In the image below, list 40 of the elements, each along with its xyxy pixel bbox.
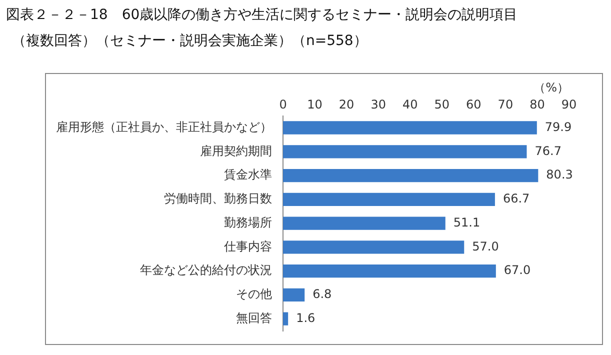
bar [283, 168, 538, 182]
x-tick-label: 80 [530, 98, 545, 112]
y-tick-label: 勤務場所 [224, 215, 272, 230]
y-tick-label: 年金など公的給付の状況 [140, 263, 272, 278]
bar [283, 192, 495, 206]
y-tick-label: 労働時間、勤務日数 [164, 192, 272, 206]
data-label: 66.7 [502, 192, 530, 206]
x-tick-label: 20 [338, 98, 354, 112]
chart-title: 図表２－２－18 60歳以降の働き方や生活に関するセミナー・説明会の説明項目 [6, 6, 518, 24]
bar [283, 145, 527, 158]
data-label: 76.7 [534, 144, 562, 158]
bar [283, 288, 305, 302]
data-label: 80.3 [546, 168, 573, 182]
bar [283, 216, 446, 230]
x-tick-label: 90 [561, 98, 577, 112]
bar [283, 240, 464, 254]
x-tick-label: 40 [402, 98, 418, 112]
y-tick-label: 賃金水準 [224, 168, 272, 182]
data-label: 79.9 [544, 120, 572, 134]
x-axis-title: （%） [534, 80, 569, 94]
bar [283, 121, 537, 134]
bar [283, 312, 288, 326]
data-label: 67.0 [504, 263, 531, 278]
y-tick-label: 雇用契約期間 [200, 144, 272, 158]
x-tick-label: 30 [370, 98, 386, 112]
x-tick-label: 10 [307, 98, 322, 112]
y-tick-label: その他 [236, 287, 272, 302]
chart-subtitle: （複数回答）（セミナー・説明会実施企業）（n=558） [12, 32, 368, 50]
x-tick-label: 70 [498, 98, 514, 112]
x-tick-label: 60 [466, 98, 482, 112]
y-tick-label: 無回答 [236, 310, 272, 325]
y-tick-label: 仕事内容 [223, 239, 272, 254]
x-tick-label: 50 [434, 98, 450, 112]
data-label: 6.8 [312, 287, 332, 302]
y-tick-label: 雇用形態（正社員か、非正社員かなど） [56, 120, 272, 134]
data-label: 57.0 [472, 239, 499, 254]
bar [283, 264, 496, 278]
x-tick-label: 0 [279, 98, 287, 112]
data-label: 1.6 [296, 310, 316, 325]
data-label: 51.1 [453, 215, 480, 230]
